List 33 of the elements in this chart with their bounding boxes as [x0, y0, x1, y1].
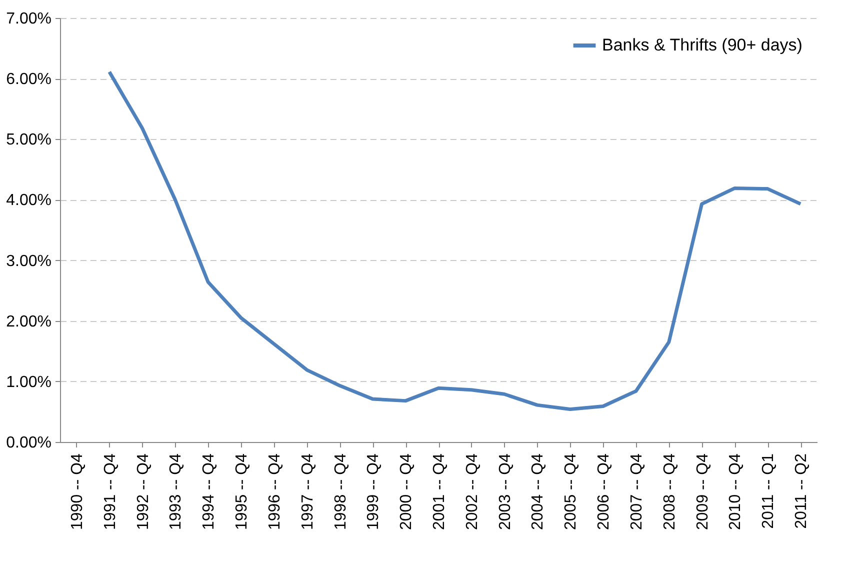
y-tick-label: 0.00% — [6, 434, 52, 452]
x-tick-label: 2007 -- Q4 — [628, 453, 646, 530]
x-tick-label: 1996 -- Q4 — [266, 453, 284, 530]
x-tick-label: 1991 -- Q4 — [102, 453, 119, 530]
y-tick-label: 3.00% — [6, 252, 52, 270]
x-tick-label: 2010 -- Q4 — [727, 453, 744, 530]
x-tick-label: 2005 -- Q4 — [562, 453, 580, 530]
x-tick-label: 1992 -- Q4 — [134, 453, 152, 530]
x-tick-label: 1998 -- Q4 — [332, 453, 350, 530]
x-tick-label: 1995 -- Q4 — [234, 453, 251, 530]
y-tick-label: 4.00% — [6, 192, 52, 210]
x-tick-label: 1999 -- Q4 — [365, 453, 382, 530]
x-tick-label: 2004 -- Q4 — [530, 453, 547, 530]
legend-label: Banks & Thrifts (90+ days) — [602, 36, 802, 54]
x-tick-label: 2011 -- Q2 — [793, 453, 810, 529]
x-tick-label: 1994 -- Q4 — [200, 453, 218, 530]
x-tick-label: 2002 -- Q4 — [464, 453, 481, 530]
x-tick-label: 2008 -- Q4 — [661, 453, 678, 530]
x-tick-label: 2009 -- Q4 — [694, 453, 712, 530]
x-tick-label: 2003 -- Q4 — [496, 453, 514, 530]
y-tick-label: 5.00% — [6, 132, 52, 149]
x-tick-label: 2001 -- Q4 — [431, 453, 448, 530]
x-tick-label: 1993 -- Q4 — [168, 453, 185, 530]
x-tick-label: 1997 -- Q4 — [299, 453, 316, 530]
y-tick-label: 1.00% — [6, 374, 52, 391]
y-tick-label: 2.00% — [6, 313, 52, 330]
y-tick-label: 6.00% — [6, 71, 52, 88]
x-tick-label: 2006 -- Q4 — [596, 453, 613, 530]
line-series — [108, 70, 802, 412]
y-tick-label: 7.00% — [6, 10, 52, 28]
x-tick-label: 2000 -- Q4 — [398, 453, 416, 530]
x-tick-label: 1990 -- Q4 — [68, 453, 86, 530]
x-tick-label: 2011 -- Q1 — [760, 453, 778, 529]
